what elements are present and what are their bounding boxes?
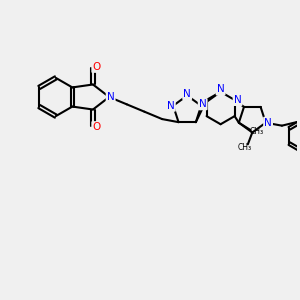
Text: N: N: [217, 85, 224, 94]
Text: N: N: [107, 92, 115, 102]
Text: CH₃: CH₃: [250, 127, 264, 136]
Text: N: N: [183, 89, 191, 99]
Text: N: N: [199, 99, 206, 109]
Text: N: N: [234, 95, 242, 105]
Text: O: O: [92, 122, 101, 132]
Text: O: O: [92, 62, 101, 72]
Text: N: N: [264, 118, 272, 128]
Text: N: N: [167, 101, 175, 111]
Text: CH₃: CH₃: [238, 143, 252, 152]
